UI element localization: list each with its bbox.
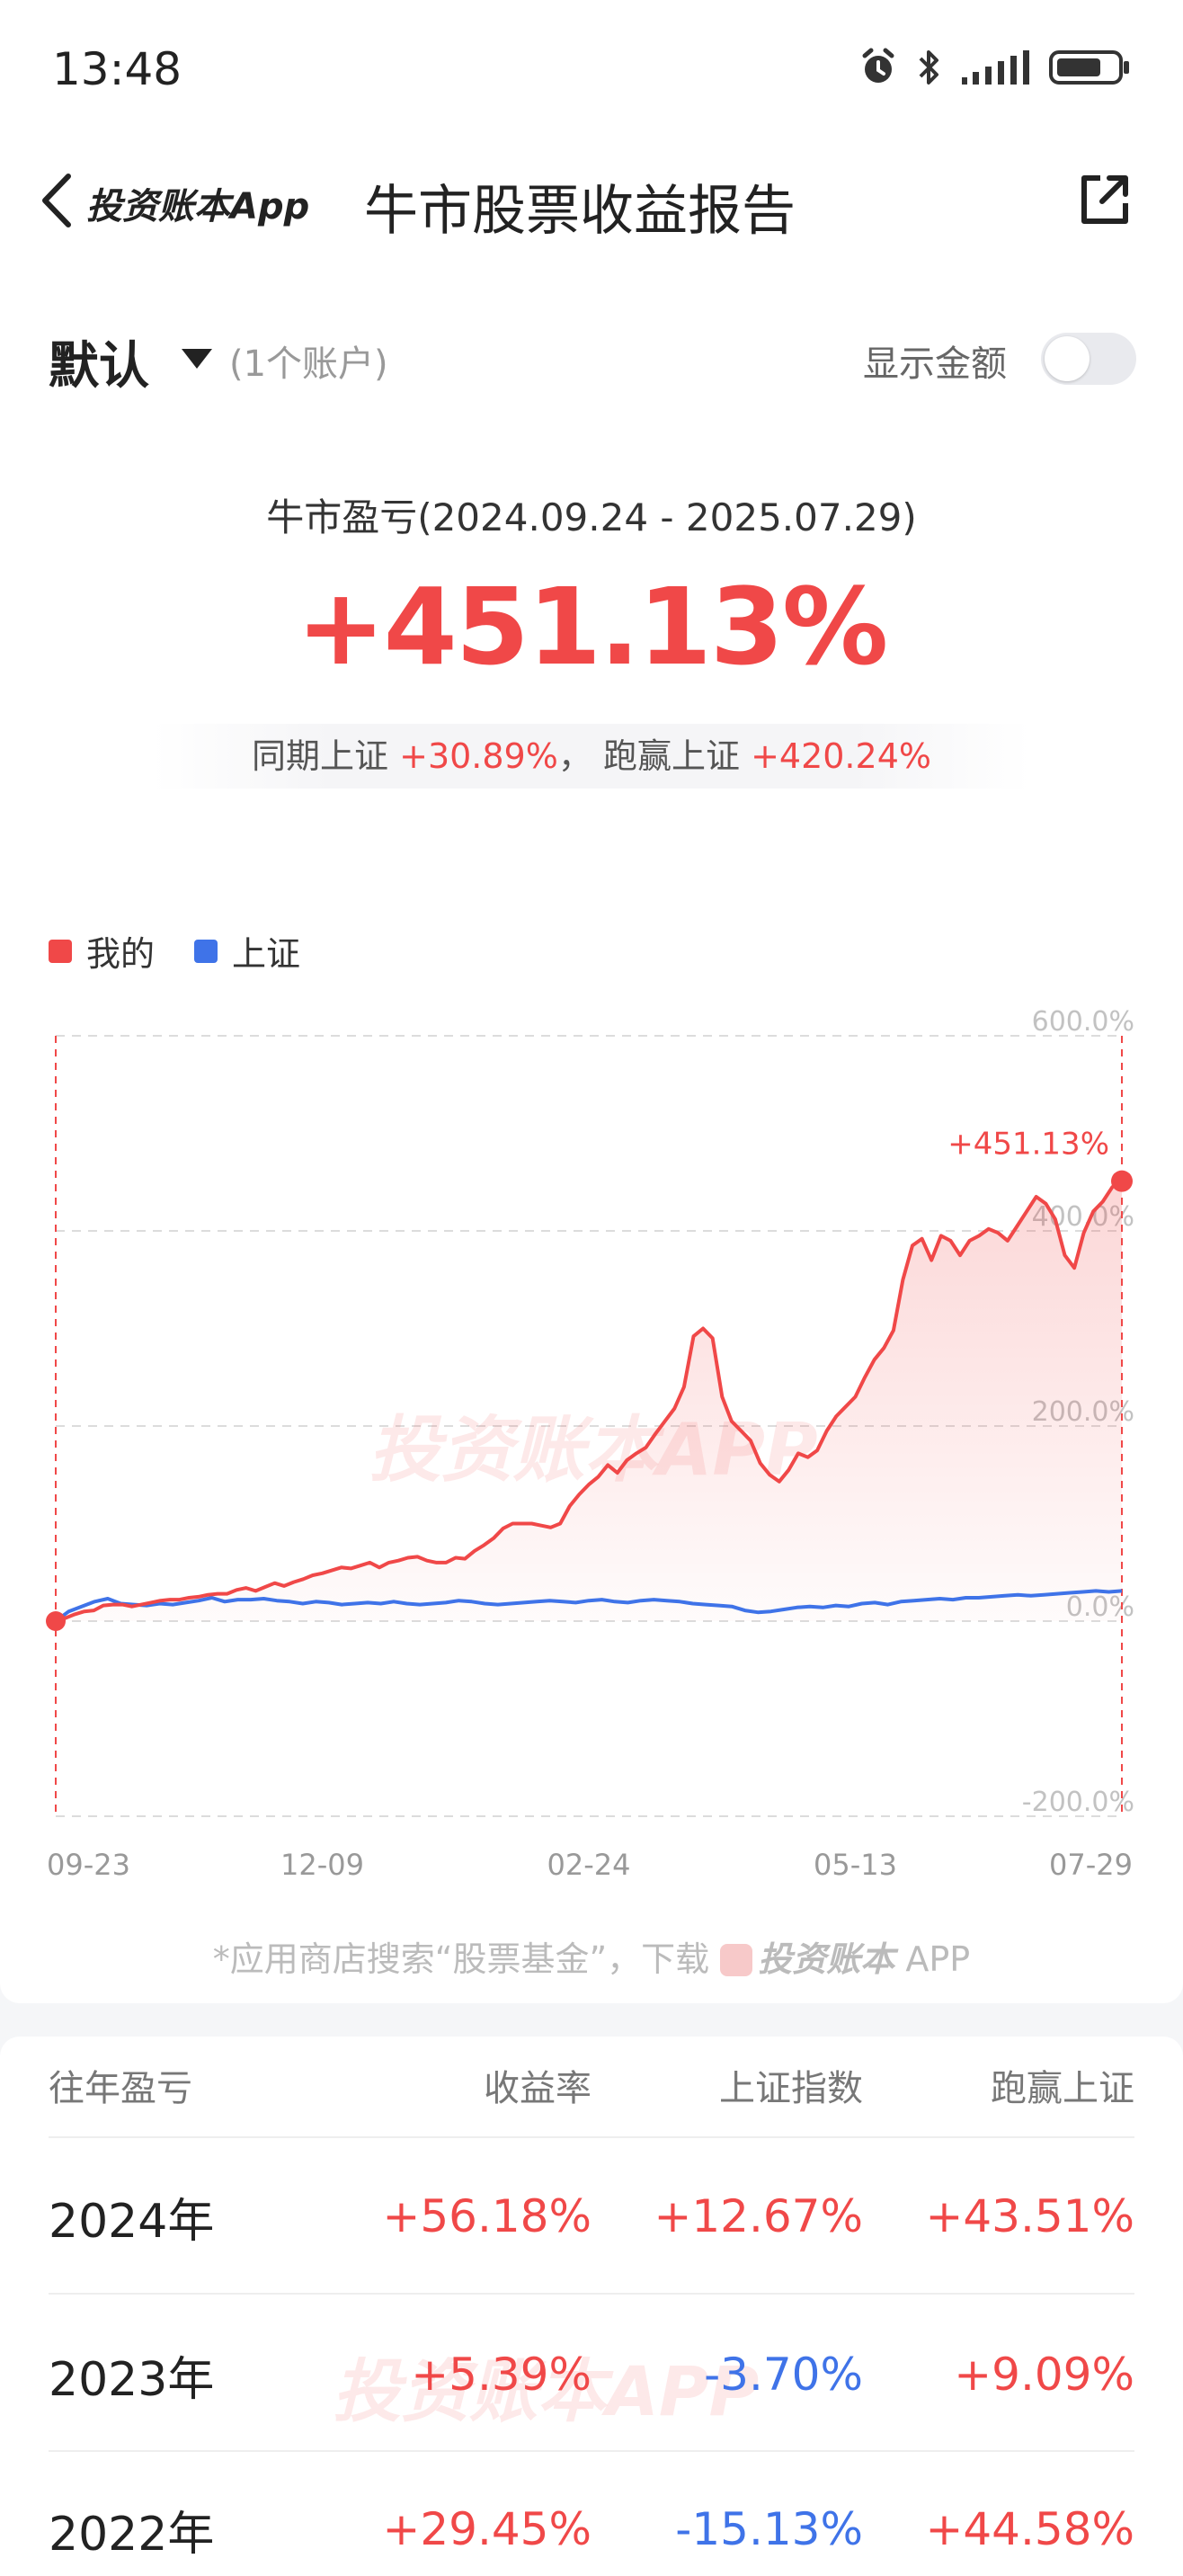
legend-swatch-mine — [49, 939, 72, 963]
row-year: 2023年 — [49, 2352, 215, 2407]
col-header: 上证指数 — [719, 2068, 863, 2109]
legend-label-mine: 我的 — [86, 934, 156, 974]
battery-icon — [1049, 50, 1129, 85]
footnote-prefix: *应用商店搜索“股票基金”，下载 — [212, 1939, 710, 1979]
divider — [49, 2136, 1134, 2138]
x-tick-label: 07-29 — [1049, 1848, 1133, 1882]
beat-label: 跑赢上证 — [602, 736, 740, 776]
row-return: +56.18% — [382, 2190, 592, 2242]
yearly-card — [0, 2037, 1183, 2576]
row-return: +29.45% — [382, 2503, 592, 2555]
divider — [49, 2293, 1134, 2295]
legend-index[interactable]: 上证 — [194, 926, 300, 976]
my-return-area — [56, 1181, 1122, 1621]
row-beat: +44.58% — [925, 2503, 1134, 2555]
compare-separator: ， — [557, 736, 592, 776]
col-header: 跑赢上证 — [991, 2068, 1134, 2109]
back-button-label[interactable]: 投资账本App — [86, 186, 310, 227]
back-icon[interactable] — [36, 169, 81, 232]
account-name[interactable]: 默认 — [49, 337, 149, 396]
footnote-suffix: APP — [894, 1939, 971, 1979]
row-index: +12.67% — [654, 2190, 863, 2242]
alarm-icon — [862, 48, 894, 83]
start-point — [46, 1611, 66, 1631]
row-year: 2024年 — [49, 2194, 215, 2249]
beat-pct: +420.24% — [751, 736, 931, 776]
footnote-brand: 投资账本 — [758, 1939, 895, 1979]
footnote: *应用商店搜索“股票基金”，下载 投资账本 APP — [0, 1931, 1183, 1981]
table-row[interactable]: 2022年 +29.45% -15.13% +44.58% — [49, 2489, 1134, 2570]
app-logo-icon — [720, 1944, 753, 1976]
signal-icon — [962, 50, 1029, 85]
row-index: -3.70% — [704, 2349, 863, 2401]
x-tick-label: 12-09 — [280, 1848, 364, 1882]
x-tick-label: 02-24 — [547, 1848, 631, 1882]
row-return: +5.39% — [411, 2349, 592, 2401]
account-count: (1个账户) — [229, 343, 388, 385]
benchmark-label: 同期上证 — [252, 736, 389, 776]
col-header: 收益率 — [484, 2068, 592, 2109]
total-return: +451.13% — [296, 565, 888, 689]
table-row[interactable]: 2024年 +56.18% +12.67% +43.51% — [49, 2176, 1134, 2257]
status-time: 13:48 — [52, 43, 182, 95]
table-row[interactable]: 2023年 +5.39% -3.70% +9.09% — [49, 2334, 1134, 2415]
x-tick-label: 05-13 — [814, 1848, 897, 1882]
legend-swatch-index — [194, 939, 218, 963]
caret-down-icon[interactable] — [180, 346, 214, 371]
toggle-knob — [1045, 336, 1090, 381]
table-header: 往年盈亏 收益率 上证指数 跑赢上证 — [49, 2059, 1134, 2113]
benchmark-compare: 同期上证 +30.89%， 跑赢上证 +420.24% — [153, 724, 1030, 789]
index-line — [54, 1589, 1123, 1623]
bluetooth-icon — [919, 50, 938, 85]
row-year: 2022年 — [49, 2507, 215, 2562]
page-title: 牛市股票收益报告 — [364, 180, 796, 243]
col-header: 往年盈亏 — [49, 2068, 192, 2109]
show-amount-label: 显示金额 — [863, 343, 1007, 385]
return-chart[interactable]: 600.0%400.0%200.0%0.0%-200.0% 投资账本APP +4… — [0, 989, 1183, 1888]
my-return-line — [55, 1179, 1124, 1623]
y-tick-label: -200.0% — [1022, 1787, 1134, 1818]
legend-label-index: 上证 — [232, 934, 301, 974]
report-card — [0, 0, 1183, 2003]
period-label: 牛市盈亏(2024.09.24 - 2025.07.29) — [266, 495, 917, 539]
end-value-label: +451.13% — [947, 1127, 1109, 1163]
end-point[interactable] — [1111, 1170, 1133, 1192]
benchmark-pct: +30.89% — [399, 736, 558, 776]
row-index: -15.13% — [675, 2503, 863, 2555]
chart-legend: 我的 上证 — [49, 926, 340, 976]
x-tick-label: 09-23 — [47, 1848, 130, 1882]
share-icon[interactable] — [1077, 173, 1131, 227]
row-beat: +9.09% — [954, 2349, 1134, 2401]
y-tick-label: 600.0% — [1032, 1006, 1134, 1038]
legend-mine[interactable]: 我的 — [49, 926, 155, 976]
status-icons — [858, 47, 1131, 88]
show-amount-toggle[interactable] — [1041, 333, 1136, 385]
divider — [49, 2450, 1134, 2452]
table-watermark: 投资账本APP — [333, 2351, 760, 2431]
row-beat: +43.51% — [925, 2190, 1134, 2242]
